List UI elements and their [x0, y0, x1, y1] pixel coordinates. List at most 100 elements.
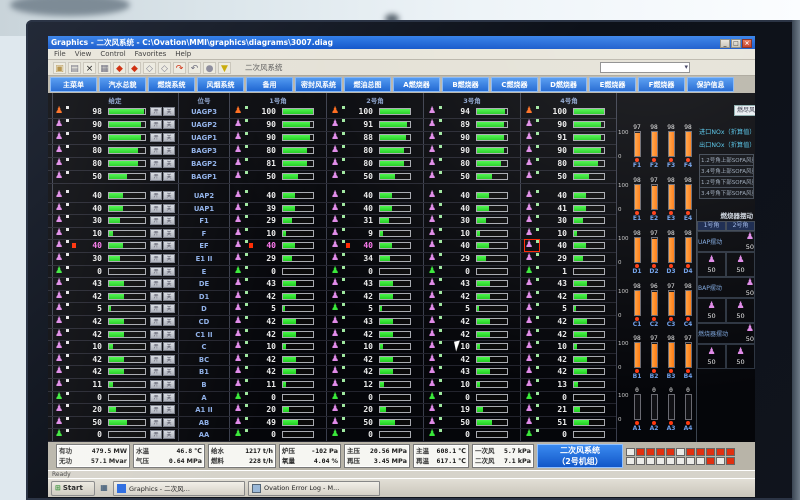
damper-device-icon[interactable]: ♟ — [428, 119, 442, 130]
damper-device-icon[interactable]: ♟ — [55, 341, 69, 352]
damper-device-icon[interactable]: ♟ — [525, 353, 539, 365]
damper-device-icon[interactable]: ♟ — [428, 106, 442, 117]
sofa-damper-bar[interactable] — [633, 342, 641, 368]
damper-device-icon[interactable]: ♟ — [234, 252, 248, 264]
damper-device-icon[interactable]: ♟ — [428, 265, 442, 277]
open-button[interactable]: 开 — [150, 291, 162, 301]
damper-device-icon[interactable]: ♟ — [428, 215, 442, 226]
open-button[interactable]: 开 — [150, 430, 162, 440]
open-button[interactable]: 开 — [150, 241, 162, 251]
damper-device-icon[interactable]: ♟ — [55, 158, 69, 169]
sofa-damper-bar[interactable] — [684, 237, 692, 263]
close-button[interactable]: 关 — [163, 146, 175, 155]
sofa-damper-bar[interactable] — [633, 184, 641, 210]
damper-device-icon[interactable]: ♟ — [525, 106, 539, 117]
open-button[interactable]: 开 — [150, 329, 162, 339]
damper-device-icon[interactable]: ♟ — [234, 227, 248, 239]
tab-C燃烧器[interactable]: C燃烧器 — [491, 77, 538, 92]
damper-device-icon[interactable]: ♟ — [331, 202, 345, 214]
sofa-gauge-button[interactable]: 燃尽风% — [734, 105, 755, 116]
alarm-indicator-button[interactable] — [696, 447, 705, 456]
tilt-device-icon[interactable]: ♟ — [736, 255, 745, 265]
page-indicator-button[interactable] — [716, 456, 725, 465]
close-button[interactable]: 关 — [163, 172, 175, 181]
close-button[interactable]: 关 — [163, 342, 175, 352]
damper-device-icon[interactable]: ♟ — [525, 315, 539, 327]
sofa-damper-bar[interactable] — [633, 290, 641, 316]
close-button[interactable]: 关 — [163, 367, 175, 377]
open-button[interactable]: 开 — [150, 216, 162, 226]
sofa-damper-bar[interactable] — [650, 184, 658, 210]
damper-device-icon[interactable]: ♟ — [525, 404, 539, 415]
tab-风烟系统[interactable]: 风烟系统 — [197, 77, 244, 92]
damper-device-icon[interactable]: ♟ — [55, 353, 69, 365]
damper-device-icon[interactable]: ♟ — [428, 391, 442, 403]
sofa-damper-bar[interactable] — [684, 342, 692, 368]
sofa-damper-bar[interactable] — [667, 342, 675, 368]
menu-item-view[interactable]: View — [74, 50, 92, 58]
damper-device-icon[interactable]: ♟ — [55, 240, 69, 251]
damper-device-icon[interactable]: ♟ — [428, 227, 442, 239]
close-button[interactable]: 关 — [163, 120, 175, 129]
damper-device-icon[interactable]: ♟ — [331, 328, 345, 340]
damper-device-icon[interactable]: ♟ — [428, 378, 442, 390]
alarm-indicator-button[interactable] — [706, 447, 715, 456]
damper-device-icon[interactable]: ♟ — [525, 366, 539, 377]
page-indicator-button[interactable] — [626, 447, 635, 456]
redo-icon[interactable]: ↷ — [173, 61, 186, 74]
tab-F燃烧器[interactable]: F燃烧器 — [638, 77, 685, 92]
damper-device-icon[interactable]: ♟ — [525, 416, 539, 428]
tab-主菜单[interactable]: 主菜单 — [50, 77, 97, 92]
tilt-device-icon[interactable]: ♟ — [736, 347, 745, 357]
tilt-device-icon[interactable]: ♟ — [707, 347, 716, 357]
open-button[interactable]: 开 — [150, 107, 162, 116]
damper-device-icon[interactable]: ♟ — [331, 404, 345, 415]
damper-device-icon[interactable]: ♟ — [428, 416, 442, 428]
damper-device-icon[interactable]: ♟ — [428, 145, 442, 156]
damper-device-icon[interactable]: ♟ — [525, 132, 539, 143]
sofa-damper-bar[interactable] — [684, 290, 692, 316]
open-button[interactable]: 开 — [150, 191, 162, 200]
page-indicator-button[interactable] — [696, 456, 705, 465]
damper-device-icon[interactable]: ♟ — [331, 315, 345, 327]
damper-device-icon[interactable]: ♟ — [331, 158, 345, 169]
damper-device-icon[interactable]: ♟ — [331, 227, 345, 239]
damper-device-icon[interactable]: ♟ — [234, 132, 248, 143]
sofa-damper-bar[interactable] — [633, 394, 641, 420]
damper-device-icon[interactable]: ♟ — [525, 119, 539, 130]
tab-燃油总图[interactable]: 燃油总图 — [344, 77, 391, 92]
close-button[interactable]: 关 — [163, 417, 175, 427]
damper-device-icon[interactable]: ♟ — [428, 290, 442, 302]
damper-device-icon[interactable]: ♟ — [525, 171, 539, 182]
damper-device-icon[interactable]: ♟ — [525, 328, 539, 340]
damper-device-icon[interactable]: ♟ — [331, 290, 345, 302]
open-icon[interactable]: ▣ — [53, 61, 66, 74]
grid-icon[interactable]: ▦ — [98, 61, 111, 74]
damper-device-icon[interactable]: ♟ — [428, 202, 442, 214]
tilt-device-icon[interactable]: ♟ — [736, 301, 745, 311]
damper-device-icon[interactable]: ♟ — [428, 429, 442, 440]
damper-device-icon[interactable]: ♟ — [525, 278, 539, 289]
damper-device-icon[interactable]: ♟ — [525, 190, 539, 201]
damper-device-icon[interactable]: ♟ — [55, 190, 69, 201]
open-button[interactable]: 开 — [150, 392, 162, 402]
alarm-indicator-button[interactable] — [726, 447, 735, 456]
maximize-button[interactable]: □ — [731, 38, 741, 48]
page-indicator-button[interactable] — [646, 456, 655, 465]
open-button[interactable]: 开 — [150, 354, 162, 364]
menu-item-file[interactable]: File — [54, 50, 66, 58]
sofa-damper-bar[interactable] — [650, 237, 658, 263]
start-button[interactable]: ⊞ Start — [51, 480, 95, 496]
damper-device-icon[interactable]: ♟ — [331, 366, 345, 377]
open-button[interactable]: 开 — [150, 379, 162, 389]
sofa-damper-bar[interactable] — [650, 394, 658, 420]
sofa-damper-bar[interactable] — [633, 237, 641, 263]
open-button[interactable]: 开 — [150, 417, 162, 427]
sofa-damper-bar[interactable] — [633, 131, 641, 157]
damper-device-icon[interactable]: ♟ — [525, 290, 539, 302]
damper-device-icon[interactable]: ♟ — [55, 202, 69, 214]
damper-device-icon[interactable]: ♟ — [428, 252, 442, 264]
damper-device-icon[interactable]: ♟ — [55, 391, 69, 403]
sofa-damper-bar[interactable] — [667, 237, 675, 263]
alarm-indicator-button[interactable] — [706, 456, 715, 465]
